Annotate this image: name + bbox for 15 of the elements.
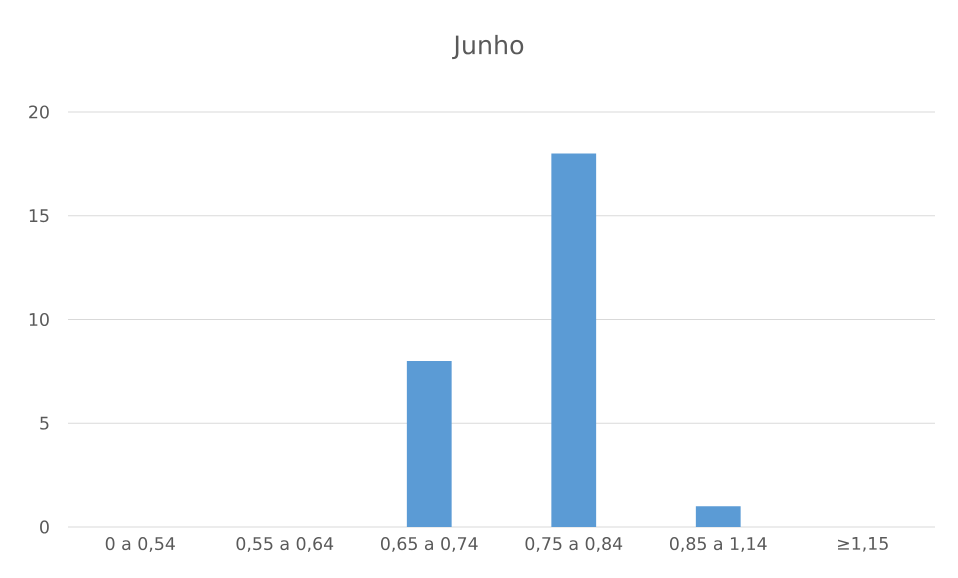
x-tick-label: ≥1,15 [838, 537, 888, 552]
y-tick-label: 15 [30, 209, 48, 222]
bar [406, 360, 452, 527]
y-tick-label: 20 [29, 105, 49, 119]
x-tick-label: 0,65 a 0,74 [380, 537, 478, 552]
x-tick-label: 0,85 a 1,14 [670, 537, 767, 552]
y-tick-label: 5 [40, 416, 48, 430]
y-tick-label: 10 [30, 312, 49, 326]
chart-title: Junho [452, 34, 524, 60]
x-tick-label: 0 a 0,54 [106, 537, 175, 552]
bar [551, 153, 596, 527]
bar [696, 506, 741, 527]
x-tick-label: 0,75 a 0,84 [525, 537, 622, 552]
y-tick-label: 0 [40, 520, 49, 534]
x-tick-label: 0,55 a 0,64 [236, 537, 334, 552]
